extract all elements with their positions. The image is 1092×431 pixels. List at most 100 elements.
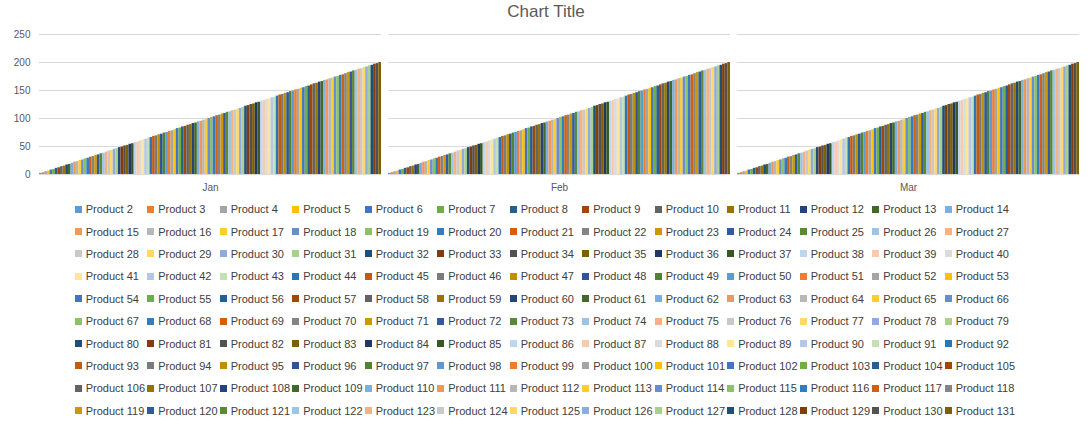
html-text:Product 83: Product 83: [303, 337, 357, 350]
html-text:Product 79: Product 79: [955, 315, 1009, 328]
html-text:Product 62: Product 62: [665, 292, 719, 305]
html-text:Product 20: Product 20: [448, 225, 502, 238]
html-text:Product 53: Product 53: [955, 270, 1009, 283]
html-text:Product 49: Product 49: [665, 270, 719, 283]
html-text:Product 72: Product 72: [448, 315, 502, 328]
html-text:Product 43: Product 43: [230, 270, 284, 283]
html-text:Product 89: Product 89: [738, 337, 792, 350]
svg-text:100: 100: [14, 113, 31, 124]
svg-text:250: 250: [14, 29, 31, 40]
html-text:Product 97: Product 97: [375, 359, 429, 372]
html-text:Product 95: Product 95: [230, 359, 284, 372]
html-text:Product 52: Product 52: [883, 270, 937, 283]
html-text:Product 15: Product 15: [85, 225, 139, 238]
html-text:Product 90: Product 90: [810, 337, 864, 350]
html-text:Product 19: Product 19: [375, 225, 429, 238]
html-text:Product 54: Product 54: [85, 292, 139, 305]
svg-text:0: 0: [25, 169, 31, 180]
html-text:Product 25: Product 25: [810, 225, 864, 238]
svg-text:200: 200: [14, 57, 31, 68]
html-text:Product 104: Product 104: [883, 359, 943, 372]
html-text:Product 46: Product 46: [448, 270, 502, 283]
html-text:Product 70: Product 70: [303, 315, 357, 328]
html-text:Product 3: Product 3: [158, 203, 206, 216]
html-text:Product 71: Product 71: [375, 315, 429, 328]
html-text:Product 75: Product 75: [665, 315, 719, 328]
html-text:Product 99: Product 99: [520, 359, 574, 372]
html-text:Product 50: Product 50: [738, 270, 792, 283]
svg-text:Mar: Mar: [900, 182, 918, 193]
html-text:Product 58: Product 58: [375, 292, 429, 305]
html-text:Product 56: Product 56: [230, 292, 284, 305]
html-text:Product 13: Product 13: [883, 203, 937, 216]
html-text:Product 42: Product 42: [158, 270, 212, 283]
html-text:Product 60: Product 60: [520, 292, 574, 305]
html-text:Product 57: Product 57: [303, 292, 357, 305]
html-text:Product 73: Product 73: [520, 315, 574, 328]
html-text:Product 12: Product 12: [810, 203, 864, 216]
html-text:Product 24: Product 24: [738, 225, 792, 238]
html-text:Product 74: Product 74: [593, 315, 647, 328]
html-text:Product 94: Product 94: [158, 359, 212, 372]
html-text:Product 9: Product 9: [593, 203, 641, 216]
html-text:Product 67: Product 67: [85, 315, 139, 328]
html-text:Product 14: Product 14: [955, 203, 1009, 216]
html-text:Product 51: Product 51: [810, 270, 864, 283]
html-text:Product 41: Product 41: [85, 270, 139, 283]
svg-text:Jan: Jan: [202, 182, 218, 193]
html-text:Product 4: Product 4: [230, 203, 278, 216]
html-text:Product 55: Product 55: [158, 292, 212, 305]
html-text:Product 47: Product 47: [520, 270, 574, 283]
html-text:Product 17: Product 17: [230, 225, 284, 238]
html-text:Product 21: Product 21: [520, 225, 574, 238]
html-text:Product 64: Product 64: [810, 292, 864, 305]
html-text:Product 101: Product 101: [665, 359, 726, 372]
html-text:Product 23: Product 23: [665, 225, 719, 238]
html-text:Product 80: Product 80: [85, 337, 139, 350]
html-text:Product 68: Product 68: [158, 315, 212, 328]
html-text:Product 92: Product 92: [955, 337, 1009, 350]
html-text:Product 84: Product 84: [375, 337, 429, 350]
svg-text:Feb: Feb: [551, 182, 569, 193]
html-text:Product 63: Product 63: [738, 292, 792, 305]
html-text:Product 61: Product 61: [593, 292, 647, 305]
html-text:Product 77: Product 77: [810, 315, 864, 328]
html-text:Product 48: Product 48: [593, 270, 647, 283]
html-text:Product 5: Product 5: [303, 203, 351, 216]
html-text:Product 96: Product 96: [303, 359, 357, 372]
html-text:Product 93: Product 93: [85, 359, 139, 372]
html-text:Product 103: Product 103: [810, 359, 871, 372]
html-text:Product 6: Product 6: [375, 203, 423, 216]
svg-text:150: 150: [14, 85, 31, 96]
svg-text:50: 50: [19, 141, 31, 152]
html-text:Product 45: Product 45: [375, 270, 429, 283]
html-text:Product 91: Product 91: [883, 337, 937, 350]
html-text:Product 10: Product 10: [665, 203, 719, 216]
html-text:Product 8: Product 8: [520, 203, 568, 216]
html-text:Product 66: Product 66: [955, 292, 1009, 305]
html-text:Product 69: Product 69: [230, 315, 284, 328]
html-text:Product 44: Product 44: [303, 270, 357, 283]
html-text:Product 100: Product 100: [593, 359, 653, 372]
html-text:Product 27: Product 27: [955, 225, 1009, 238]
html-text:Product 102: Product 102: [738, 359, 798, 372]
html-text:Product 7: Product 7: [448, 203, 496, 216]
html-text:Product 78: Product 78: [883, 315, 937, 328]
html-text:Product 81: Product 81: [158, 337, 212, 350]
html-text:Product 26: Product 26: [883, 225, 937, 238]
html-text:Product 22: Product 22: [593, 225, 647, 238]
html-text:Product 11: Product 11: [738, 203, 791, 216]
html-text:Product 87: Product 87: [593, 337, 647, 350]
html-text:Product 82: Product 82: [230, 337, 284, 350]
html-text:Product 86: Product 86: [520, 337, 574, 350]
html-text:Product 85: Product 85: [448, 337, 502, 350]
html-text:Product 98: Product 98: [448, 359, 502, 372]
html-text:Product 18: Product 18: [303, 225, 357, 238]
html-text:Product 2: Product 2: [85, 203, 133, 216]
html-text:Product 16: Product 16: [158, 225, 212, 238]
html-text:Product 88: Product 88: [665, 337, 719, 350]
html-text:Product 76: Product 76: [738, 315, 792, 328]
html-text:Product 65: Product 65: [883, 292, 937, 305]
html-text:Chart Title: Chart Title: [507, 2, 585, 21]
html-text:Product 59: Product 59: [448, 292, 502, 305]
